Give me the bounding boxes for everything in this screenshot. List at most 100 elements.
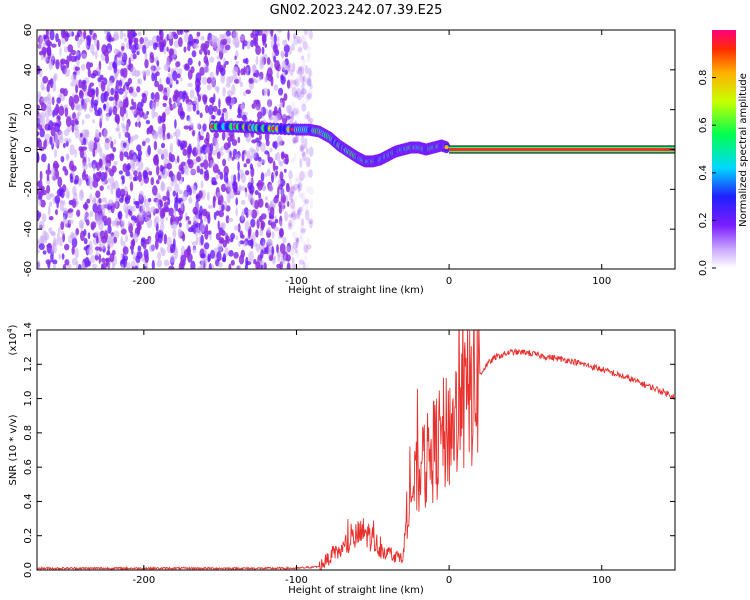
heatmap-cell — [308, 218, 314, 225]
heatmap-cell — [294, 90, 298, 100]
heatmap-cell — [76, 59, 80, 66]
heatmap-cell — [142, 140, 146, 147]
heatmap-cell — [64, 107, 69, 118]
heatmap-cell — [195, 231, 198, 238]
heatmap-cell — [272, 256, 276, 262]
heatmap-cell — [234, 55, 237, 61]
heatmap-cell — [295, 110, 300, 119]
heatmap-cell — [56, 97, 61, 104]
heatmap-cell — [240, 186, 246, 191]
heatmap-cell — [66, 153, 69, 162]
heatmap-cell — [78, 146, 84, 152]
heatmap-cell — [243, 163, 247, 168]
heatmap-cell — [85, 114, 91, 119]
heatmap-cell — [112, 146, 117, 153]
heatmap-cell — [196, 122, 201, 130]
heatmap-cell — [162, 195, 168, 201]
heatmap-cell — [126, 83, 129, 91]
heatmap-cell — [95, 129, 100, 137]
heatmap-cell — [154, 72, 158, 83]
heatmap-dc-line — [449, 145, 675, 154]
heatmap-cell — [57, 176, 63, 188]
heatmap-cell — [203, 159, 209, 170]
heatmap-cell — [309, 30, 313, 40]
heatmap-cell — [229, 190, 235, 199]
heatmap-cell — [120, 50, 124, 57]
heatmap-cell — [215, 141, 219, 152]
heatmap-cell — [86, 198, 91, 204]
heatmap-cell — [53, 263, 56, 269]
heatmap-cell — [86, 61, 91, 70]
heatmap-cell — [196, 31, 201, 37]
heatmap-cell — [290, 157, 295, 164]
heatmap-cell — [200, 180, 204, 189]
heatmap-cell — [251, 148, 257, 159]
heatmap-cell — [168, 152, 173, 162]
heatmap-cell — [265, 108, 268, 115]
heatmap-cell — [92, 51, 96, 56]
heatmap-cell — [92, 202, 98, 213]
heatmap-cell — [37, 249, 40, 254]
heatmap-cell — [268, 116, 274, 121]
heatmap-cell — [37, 239, 40, 245]
heatmap-cell — [42, 86, 45, 91]
heatmap-cell — [90, 73, 96, 79]
heatmap-cell — [251, 209, 258, 219]
heatmap-cell — [286, 45, 293, 55]
heatmap-cell — [192, 206, 198, 215]
heatmap-cell — [46, 83, 50, 93]
heatmap-cell — [206, 191, 210, 201]
heatmap-cell — [301, 35, 305, 46]
heatmap-cell — [125, 110, 128, 119]
heatmap-cell — [304, 77, 309, 84]
heatmap-cell — [78, 177, 82, 187]
heatmap-cell — [195, 236, 199, 244]
heatmap-cell — [243, 65, 246, 76]
heatmap-cell — [142, 44, 147, 54]
heatmap-cell — [156, 165, 160, 176]
heatmap-cell — [255, 142, 260, 153]
heatmap-cell — [231, 139, 238, 146]
heatmap-cell — [109, 169, 115, 177]
heatmap-cell — [73, 179, 79, 185]
heatmap-cell — [136, 251, 143, 259]
heatmap-cell — [196, 144, 201, 154]
heatmap-cell — [169, 142, 174, 154]
heatmap-cell — [302, 67, 306, 74]
heatmap-cell — [224, 182, 230, 188]
heatmap-cell — [122, 67, 128, 78]
heatmap-cell — [62, 264, 67, 269]
heatmap-cell — [148, 197, 152, 203]
heatmap-cell — [199, 205, 203, 216]
heatmap-cell — [101, 235, 108, 244]
heatmap-cell — [162, 168, 168, 179]
heatmap-cell — [281, 152, 284, 158]
heatmap-cell — [106, 31, 111, 42]
heatmap-cell — [216, 191, 222, 198]
heatmap-cell — [96, 39, 100, 51]
heatmap-cell — [120, 228, 127, 235]
heatmap-cell — [182, 90, 187, 96]
heatmap-cell — [64, 137, 69, 143]
heatmap-cell — [244, 220, 250, 232]
heatmap-cell — [86, 219, 90, 226]
heatmap-cell — [107, 48, 111, 53]
heatmap-cell — [86, 35, 90, 47]
heatmap-cell — [307, 218, 312, 224]
heatmap-cell — [228, 250, 234, 257]
heatmap-cell — [306, 244, 312, 250]
heatmap-cell — [283, 93, 288, 101]
heatmap-cell — [51, 167, 56, 177]
heatmap-cell — [112, 105, 118, 116]
heatmap-cell — [292, 32, 297, 40]
y-tick-label: 0.4 — [23, 493, 34, 509]
heatmap-cell — [197, 266, 202, 269]
heatmap-cell — [105, 54, 109, 64]
heatmap-cell — [236, 266, 241, 269]
heatmap-cell — [137, 31, 142, 36]
heatmap-cell — [166, 186, 172, 192]
heatmap-cell — [90, 255, 96, 263]
heatmap-cell — [65, 188, 70, 199]
heatmap-cell — [63, 243, 70, 251]
heatmap-cell — [162, 95, 168, 101]
